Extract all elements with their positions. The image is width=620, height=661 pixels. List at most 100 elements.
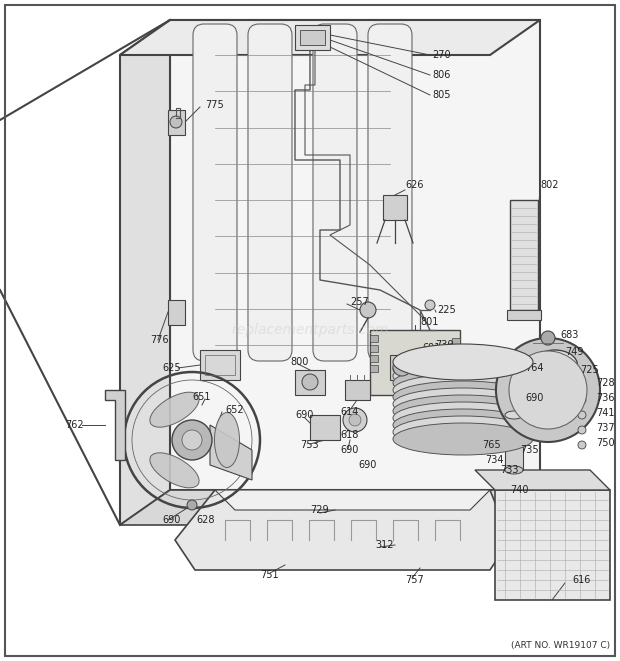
Polygon shape [295, 370, 325, 395]
Ellipse shape [505, 411, 523, 419]
Circle shape [187, 500, 197, 510]
Text: 690: 690 [525, 393, 543, 403]
Text: 762: 762 [65, 420, 84, 430]
Circle shape [578, 441, 586, 449]
Bar [452, 338, 460, 348]
Bar [452, 368, 460, 378]
Circle shape [343, 408, 367, 432]
Ellipse shape [393, 423, 533, 455]
Ellipse shape [393, 374, 533, 406]
Text: 805: 805 [432, 90, 451, 100]
Ellipse shape [393, 344, 533, 380]
FancyBboxPatch shape [248, 24, 292, 361]
Polygon shape [120, 20, 540, 55]
Polygon shape [495, 490, 610, 600]
Polygon shape [210, 425, 252, 480]
Polygon shape [175, 490, 510, 570]
Text: 757: 757 [405, 575, 423, 585]
Text: 736: 736 [596, 393, 614, 403]
Circle shape [425, 300, 435, 310]
Text: 775: 775 [205, 100, 224, 110]
Polygon shape [310, 415, 340, 440]
Text: 728: 728 [596, 378, 614, 388]
Text: 270: 270 [432, 50, 451, 60]
Polygon shape [345, 380, 370, 400]
Text: 651: 651 [192, 392, 211, 402]
Polygon shape [168, 110, 185, 135]
Text: 753: 753 [300, 440, 319, 450]
Polygon shape [170, 20, 540, 490]
Polygon shape [475, 470, 610, 490]
Text: 737: 737 [596, 423, 614, 433]
Polygon shape [168, 300, 185, 325]
Ellipse shape [393, 360, 533, 392]
Bar [205, 355, 235, 375]
Polygon shape [295, 25, 330, 50]
Ellipse shape [393, 395, 533, 427]
Text: 625: 625 [162, 363, 180, 373]
Circle shape [172, 420, 212, 460]
Ellipse shape [393, 353, 533, 385]
Circle shape [578, 411, 586, 419]
Polygon shape [120, 490, 540, 525]
Text: 734: 734 [485, 455, 503, 465]
Ellipse shape [393, 346, 533, 378]
Text: 626: 626 [405, 180, 423, 190]
Ellipse shape [215, 412, 239, 467]
Text: 628: 628 [196, 515, 215, 525]
Text: 750: 750 [596, 438, 614, 448]
Bar [370, 355, 378, 362]
Text: 730: 730 [435, 340, 453, 350]
Text: 618: 618 [340, 430, 358, 440]
Ellipse shape [505, 466, 523, 474]
Circle shape [496, 338, 600, 442]
Polygon shape [120, 20, 170, 525]
Text: 806: 806 [432, 70, 450, 80]
FancyBboxPatch shape [313, 24, 357, 361]
Text: 650: 650 [418, 353, 436, 363]
Circle shape [302, 374, 318, 390]
Ellipse shape [150, 453, 199, 488]
Polygon shape [510, 200, 538, 310]
Circle shape [422, 352, 438, 368]
Bar [370, 335, 378, 342]
Circle shape [509, 351, 587, 429]
Circle shape [578, 396, 586, 404]
Circle shape [393, 358, 411, 376]
Text: 690: 690 [295, 410, 313, 420]
Circle shape [182, 430, 202, 450]
Text: (ART NO. WR19107 C): (ART NO. WR19107 C) [511, 641, 610, 650]
Ellipse shape [393, 409, 533, 441]
Ellipse shape [393, 381, 533, 413]
Text: 257: 257 [350, 297, 369, 307]
Ellipse shape [393, 416, 533, 448]
Bar [370, 365, 378, 372]
Circle shape [360, 302, 376, 318]
Text: 740: 740 [510, 485, 528, 495]
Text: 749: 749 [565, 347, 583, 357]
FancyBboxPatch shape [193, 24, 237, 361]
Circle shape [578, 426, 586, 434]
Text: 776: 776 [150, 335, 169, 345]
Text: 735: 735 [520, 445, 539, 455]
Text: 683: 683 [560, 330, 578, 340]
Text: 800: 800 [290, 357, 308, 367]
Text: 725: 725 [580, 365, 599, 375]
Text: 652: 652 [225, 405, 244, 415]
Ellipse shape [393, 388, 533, 420]
Text: 802: 802 [540, 180, 559, 190]
Text: 764: 764 [525, 363, 544, 373]
Circle shape [541, 331, 555, 345]
Ellipse shape [393, 402, 533, 434]
Text: 690: 690 [340, 445, 358, 455]
Ellipse shape [393, 367, 533, 399]
Text: 312: 312 [375, 540, 394, 550]
Text: 733: 733 [500, 465, 518, 475]
Polygon shape [370, 330, 460, 395]
Polygon shape [383, 195, 407, 220]
Text: 616: 616 [572, 575, 590, 585]
Circle shape [349, 414, 361, 426]
Text: 691: 691 [422, 343, 440, 353]
Text: 741: 741 [596, 408, 614, 418]
Polygon shape [105, 390, 125, 460]
